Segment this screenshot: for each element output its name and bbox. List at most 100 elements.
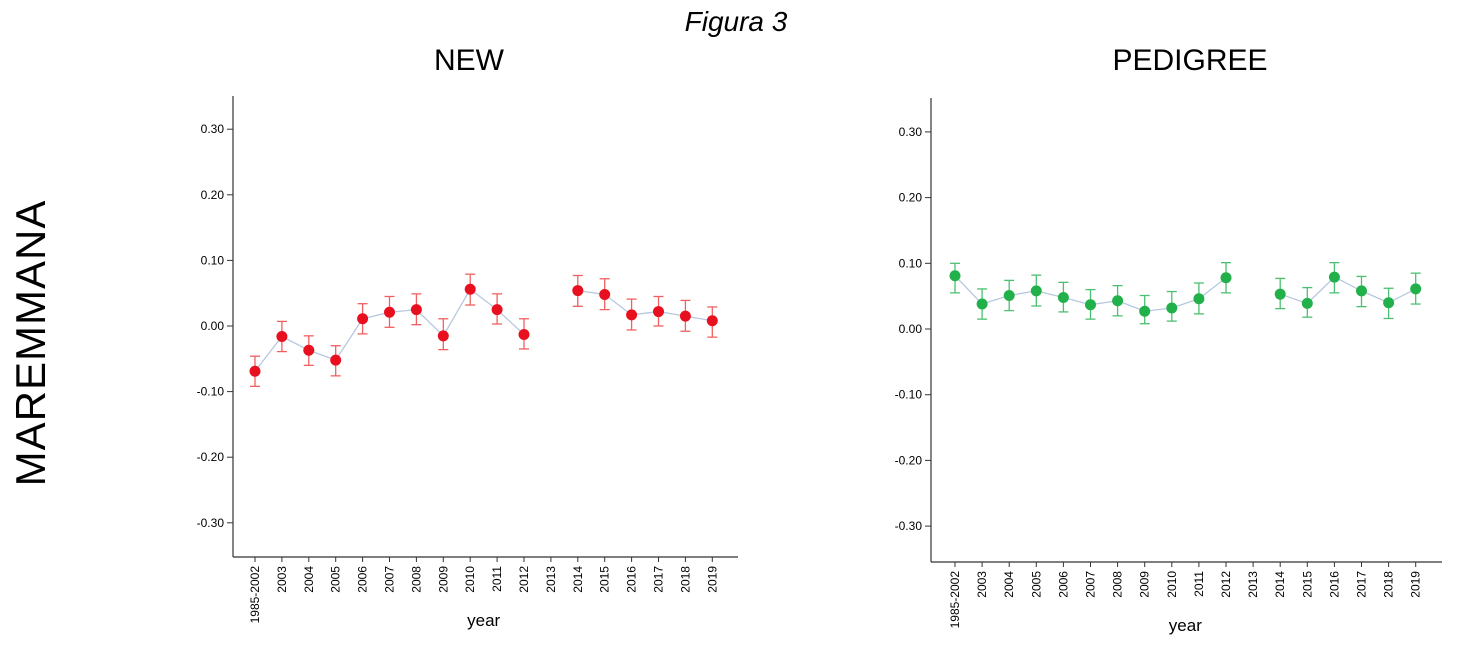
x-tick-label: 2008 xyxy=(1111,571,1125,598)
y-tick-label: -0.10 xyxy=(197,385,225,399)
y-tick-label: -0.30 xyxy=(895,519,923,533)
x-tick-label: 2010 xyxy=(463,566,477,593)
x-tick-label: 2004 xyxy=(1002,571,1016,598)
x-tick-label: 2009 xyxy=(436,566,450,593)
y-tick-label: -0.10 xyxy=(895,388,923,402)
x-tick-label: 2005 xyxy=(1029,571,1043,598)
data-point xyxy=(249,365,261,377)
x-tick-label: 2006 xyxy=(356,566,370,593)
series-line-segment xyxy=(335,318,364,361)
y-tick-label: -0.30 xyxy=(197,516,225,530)
data-point xyxy=(464,283,476,295)
x-tick-label: 2019 xyxy=(705,566,719,593)
data-point xyxy=(330,354,342,366)
data-point xyxy=(491,304,503,316)
data-point xyxy=(518,329,530,341)
x-tick-label: 2015 xyxy=(598,566,612,593)
data-point xyxy=(1220,272,1232,284)
x-tick-label: 2016 xyxy=(1327,571,1341,598)
x-axis-title: year xyxy=(1169,616,1202,635)
series-line-segment xyxy=(496,309,525,336)
data-point xyxy=(572,285,584,297)
data-point xyxy=(1166,302,1178,314)
data-point xyxy=(599,289,611,301)
x-tick-label: 2017 xyxy=(652,566,666,593)
figure-title: Figura 3 xyxy=(684,6,788,37)
series-line-segment xyxy=(1306,276,1335,304)
series-line-segment xyxy=(469,288,498,311)
data-point xyxy=(949,270,961,282)
data-point xyxy=(410,304,422,316)
x-tick-label: 2016 xyxy=(625,566,639,593)
x-tick-label: 2004 xyxy=(302,566,316,593)
x-tick-label: 2006 xyxy=(1056,571,1070,598)
y-tick-label: 0.00 xyxy=(201,319,225,333)
chart-title-new: NEW xyxy=(434,44,504,77)
x-tick-label: 2012 xyxy=(1219,571,1233,598)
data-point xyxy=(1274,288,1286,300)
data-point xyxy=(384,306,395,318)
x-tick-label: 2013 xyxy=(544,566,558,593)
y-tick-label: 0.10 xyxy=(899,256,923,270)
x-tick-label: 2017 xyxy=(1355,571,1369,598)
series-line-segment xyxy=(254,336,283,372)
data-point xyxy=(276,330,288,342)
x-tick-label: 2018 xyxy=(1382,571,1396,598)
x-tick-label: 2013 xyxy=(1246,571,1260,598)
x-tick-label: 2003 xyxy=(975,571,989,598)
data-point xyxy=(1003,289,1015,301)
x-tick-label: 2005 xyxy=(329,566,343,593)
x-tick-label: 2010 xyxy=(1165,571,1179,598)
data-point xyxy=(626,309,638,321)
chart-title-pedigree: PEDIGREE xyxy=(1112,44,1268,77)
x-tick-label: 1985-2002 xyxy=(948,571,962,629)
y-tick-label: -0.20 xyxy=(197,450,225,464)
series-line-segment xyxy=(954,275,983,305)
series-line-segment xyxy=(1198,277,1227,300)
data-point xyxy=(1328,271,1340,283)
data-point xyxy=(679,310,691,322)
x-tick-label: 2014 xyxy=(1273,571,1287,598)
data-point xyxy=(1112,295,1124,307)
x-tick-label: 2018 xyxy=(678,566,692,593)
data-point xyxy=(1410,283,1422,295)
x-tick-label: 2007 xyxy=(383,566,397,593)
data-point xyxy=(1139,305,1151,317)
data-point xyxy=(1030,285,1042,297)
data-point xyxy=(1301,297,1313,309)
data-point xyxy=(357,313,369,325)
data-point xyxy=(303,344,315,356)
series-line-segment xyxy=(442,288,471,337)
x-tick-label: 1985-2002 xyxy=(248,566,262,624)
data-point xyxy=(1085,299,1096,311)
x-tick-label: 2015 xyxy=(1300,571,1314,598)
x-tick-label: 2009 xyxy=(1138,571,1152,598)
y-tick-label: 0.30 xyxy=(201,122,225,136)
y-tick-label: 0.20 xyxy=(899,191,923,205)
x-tick-label: 2014 xyxy=(571,566,585,593)
x-tick-label: 2012 xyxy=(517,566,531,593)
y-tick-label: 0.10 xyxy=(201,253,225,267)
data-point xyxy=(1383,297,1395,309)
data-point xyxy=(653,306,664,318)
y-tick-label: 0.30 xyxy=(899,125,923,139)
data-point xyxy=(976,298,988,310)
x-tick-label: 2011 xyxy=(1192,571,1206,597)
data-point xyxy=(706,315,718,327)
data-point xyxy=(1193,293,1205,305)
x-tick-label: 2003 xyxy=(275,566,289,593)
x-axis-title: year xyxy=(467,611,500,630)
x-tick-label: 2007 xyxy=(1084,571,1098,598)
data-point xyxy=(1057,291,1069,303)
y-tick-label: 0.20 xyxy=(201,188,225,202)
y-tick-label: 0.00 xyxy=(899,322,923,336)
series-line-segment xyxy=(415,309,444,337)
data-point xyxy=(437,330,449,342)
x-tick-label: 2008 xyxy=(409,566,423,593)
series-line-segment xyxy=(604,293,632,316)
x-tick-label: 2011 xyxy=(490,566,504,592)
data-point xyxy=(1356,285,1367,297)
x-tick-label: 2019 xyxy=(1409,571,1423,598)
